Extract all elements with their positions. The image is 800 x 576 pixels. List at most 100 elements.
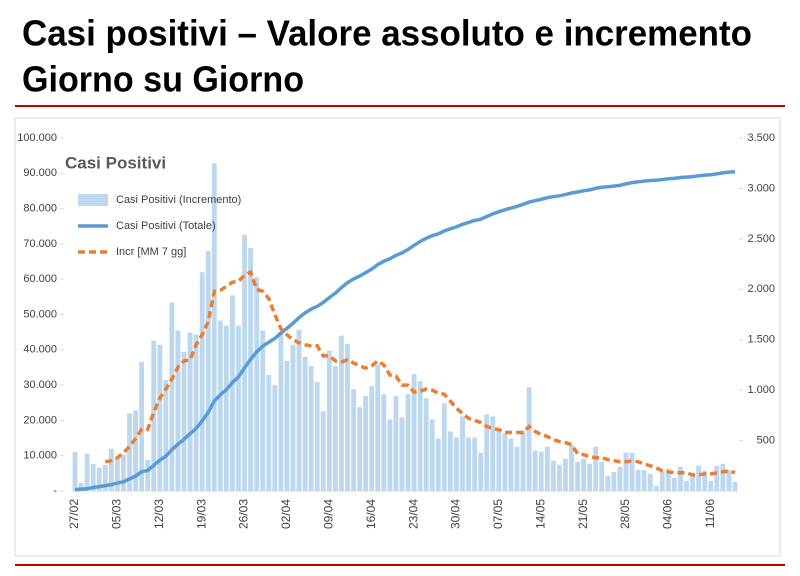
bar [502,433,508,491]
y2-tick-label: 3.500 [747,132,775,144]
bar [242,234,247,491]
y2-tick-label: 3.000 [747,182,775,194]
x-tick-label: 27/02 [67,499,81,529]
bar [726,469,732,491]
bar [163,380,169,491]
x-tick-label: 11/06 [703,499,717,528]
bar [260,330,266,491]
y2-tick-label: 2.500 [747,233,775,245]
bar [175,330,181,491]
bar [114,458,120,491]
bar [127,413,132,491]
y2-tick-label: 2.000 [747,283,775,295]
bar [230,295,235,491]
bar [387,419,393,491]
x-tick-label: 12/03 [152,499,166,529]
bar [345,343,350,491]
y-tick-label: - [53,485,57,497]
bar [308,365,314,491]
bar [236,325,241,491]
bar [296,329,302,491]
slide-title: Casi positivi – Valore assoluto e increm… [22,13,752,54]
bar [484,414,490,491]
bar [284,360,290,491]
y2-tick-label: 500 [757,434,775,446]
bar [617,466,623,491]
bar [696,465,702,491]
bar [102,464,108,491]
bar [405,394,411,491]
bar [272,385,278,491]
line [74,170,736,492]
bar [563,458,568,491]
x-tick-label: 26/03 [237,499,251,529]
bar [133,410,138,491]
bar [508,438,514,491]
bar [611,471,617,491]
x-tick-label: 19/03 [194,499,208,529]
bar [121,454,126,491]
bar [629,452,635,491]
legend-label: Casi Positivi (Incremento) [116,194,241,206]
bar [514,446,520,491]
bar [599,461,605,491]
bar [248,247,254,491]
bar [665,468,671,491]
y-tick-label: 20.000 [23,414,57,426]
bar [550,460,556,491]
bar [381,394,387,491]
bar [332,365,338,491]
bar [205,250,211,491]
bar [278,332,284,491]
bar [575,461,580,491]
bar [538,451,544,491]
y-tick-label: 50.000 [23,308,57,320]
bar [708,480,714,491]
bar [96,467,102,491]
bar [435,438,441,491]
y-tick-label: 90.000 [23,167,57,179]
bar [684,480,689,491]
bar [314,382,320,491]
bar [496,430,502,491]
bar [732,481,738,491]
legend-label: Casi Positivi (Totale) [116,220,216,232]
y2-tick-label: 1.500 [747,334,775,346]
bar [635,469,641,491]
bar [472,437,478,491]
x-tick-label: 05/03 [110,499,124,529]
bar [393,396,399,491]
bar [454,437,459,491]
bar [357,407,363,491]
y-tick-label: 10.000 [23,450,57,462]
bar [78,482,84,491]
bar [593,446,599,491]
bar [690,475,696,491]
x-tick-label: 14/05 [533,499,547,529]
bar [187,332,193,491]
bar [223,325,229,491]
bar [720,463,726,491]
bar [605,475,611,491]
bar [145,459,151,491]
bar [290,344,296,491]
y-tick-label: 80.000 [23,203,57,215]
y-tick-label: 60.000 [23,273,57,285]
bar [108,448,114,491]
bar [544,446,550,491]
bar [714,465,720,491]
bar [351,389,356,491]
bar [587,463,593,491]
bar [532,450,538,491]
bar [157,344,163,491]
x-tick-label: 09/04 [321,499,335,529]
bar [411,374,417,491]
bar [417,381,423,491]
bar [653,485,659,491]
bar [672,477,677,491]
y2-tick-label: 1.000 [747,384,775,396]
bar [199,272,205,491]
bar [478,452,484,491]
x-tick-label: 23/04 [406,499,420,529]
